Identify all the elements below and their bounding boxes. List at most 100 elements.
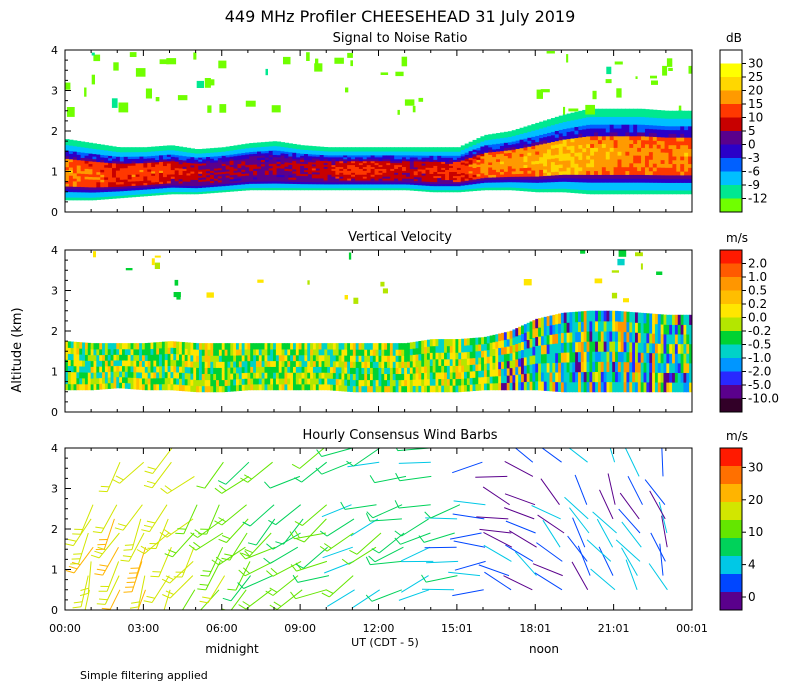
snr-cell <box>468 141 474 145</box>
snr-cell <box>609 128 615 133</box>
snr-cell <box>386 153 391 156</box>
snr-cell <box>162 181 168 184</box>
vv-cell <box>384 343 388 350</box>
snr-cell <box>688 167 692 172</box>
vv-cell <box>512 367 516 376</box>
snr-cell <box>135 189 141 193</box>
snr-cell <box>413 160 419 164</box>
snr-cell <box>108 152 113 156</box>
vv-cell <box>82 383 86 391</box>
snr-cell <box>394 180 399 183</box>
snr-cell <box>264 185 270 189</box>
snr-cell <box>507 136 513 140</box>
snr-cell <box>421 153 427 156</box>
snr-cell <box>241 173 246 177</box>
snr-cell <box>217 190 223 193</box>
snr-cell <box>115 190 121 194</box>
vv-cell <box>76 365 80 373</box>
snr-cell <box>92 181 97 185</box>
snr-cell <box>398 180 403 183</box>
snr-cell <box>499 150 505 154</box>
snr-cell <box>680 144 685 149</box>
vv-cell <box>475 337 479 345</box>
snr-cell <box>609 135 615 141</box>
snr-cell <box>104 179 109 183</box>
snr-cell <box>601 186 607 191</box>
snr-cell <box>527 173 532 177</box>
vv-cell <box>332 343 337 350</box>
snr-cell <box>676 190 681 195</box>
snr-cell <box>292 154 297 157</box>
snr-cell <box>621 112 626 117</box>
snr-cell <box>186 189 191 193</box>
snr-cell <box>378 185 384 189</box>
snr-cell <box>417 168 423 172</box>
snr-cell <box>499 176 505 180</box>
snr-cell <box>166 180 172 184</box>
snr-cell <box>531 179 536 183</box>
snr-cell <box>72 178 78 182</box>
snr-cell <box>366 160 372 164</box>
snr-cell <box>351 147 356 150</box>
snr-cell <box>147 191 152 194</box>
vv-cell <box>312 372 317 379</box>
snr-speck <box>271 105 281 113</box>
snr-cell <box>402 178 407 181</box>
vv-cell <box>549 372 553 382</box>
snr-cell <box>362 178 368 181</box>
snr-cell <box>119 149 125 153</box>
vv-cell <box>233 367 237 374</box>
snr-cell <box>656 148 662 153</box>
snr-cell <box>539 185 544 190</box>
snr-cell <box>405 185 411 189</box>
snr-cell <box>366 181 372 185</box>
vv-cell <box>481 337 485 345</box>
snr-cell <box>178 176 184 180</box>
snr-cell <box>644 139 650 145</box>
snr-cell <box>503 158 509 162</box>
snr-cell <box>115 184 121 187</box>
snr-cell <box>523 129 529 133</box>
vv-cell <box>555 352 559 363</box>
snr-cell <box>476 180 481 184</box>
snr-cell <box>648 166 654 172</box>
snr-cell <box>633 151 638 156</box>
snr-cell <box>609 124 615 129</box>
snr-speck <box>204 78 211 88</box>
vv-cell <box>196 343 200 350</box>
snr-cell <box>621 143 626 148</box>
snr-cell <box>488 141 493 145</box>
vv-cell <box>338 372 342 380</box>
snr-cell <box>488 177 493 181</box>
snr-cell <box>362 160 368 164</box>
snr-cell <box>402 187 407 191</box>
vv-cell <box>150 360 154 367</box>
vv-cell <box>307 383 311 391</box>
snr-cell <box>351 178 356 181</box>
snr-cell <box>644 159 650 164</box>
snr-cell <box>366 170 372 173</box>
snr-cell <box>104 189 109 193</box>
vv-cell <box>227 361 231 368</box>
snr-cell <box>108 157 113 161</box>
snr-cell <box>300 153 305 156</box>
snr-cell <box>311 146 317 149</box>
snr-cell <box>543 152 548 157</box>
snr-cell <box>249 147 254 150</box>
vv-cell <box>449 372 454 380</box>
snr-cell <box>413 158 419 162</box>
snr-cell <box>597 178 603 183</box>
vv-cell <box>429 339 434 347</box>
vv-cell <box>233 372 237 380</box>
vv-cell <box>512 352 516 361</box>
snr-cell <box>425 177 431 180</box>
snr-speck <box>605 79 612 84</box>
vv-cell <box>221 367 226 375</box>
snr-cell <box>464 143 470 147</box>
snr-cell <box>507 144 513 148</box>
vv-cell <box>310 366 314 373</box>
snr-cell <box>519 150 525 154</box>
snr-cell <box>72 197 78 201</box>
snr-cell <box>354 178 360 181</box>
snr-cell <box>441 189 446 193</box>
